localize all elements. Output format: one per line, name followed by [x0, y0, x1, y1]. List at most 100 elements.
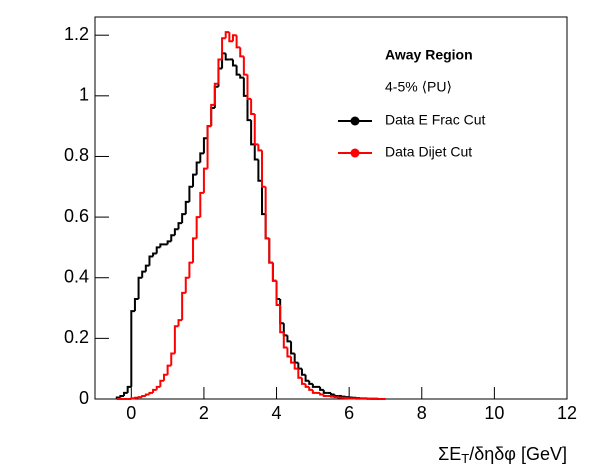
histogram-step	[224, 53, 230, 61]
histogram-step	[170, 352, 175, 366]
histogram-step	[286, 335, 292, 343]
histogram-step	[344, 396, 350, 399]
histogram-step	[253, 114, 259, 146]
histogram-step	[242, 77, 248, 97]
histogram-step	[199, 191, 204, 218]
histogram-step	[235, 35, 241, 49]
histogram-step	[228, 32, 233, 43]
y-tick-label: 0.8	[64, 145, 89, 165]
histogram-step	[286, 347, 292, 358]
y-tick-label: 1.2	[64, 24, 89, 44]
legend-subtitle: 4-5% ⟨PU⟩	[385, 79, 452, 95]
histogram-step	[213, 82, 219, 105]
histogram-step	[340, 395, 346, 398]
histogram-step	[261, 150, 266, 188]
histogram-step	[308, 386, 313, 391]
histogram-step	[261, 180, 266, 216]
histogram-step	[133, 396, 139, 399]
histogram-step	[202, 137, 208, 154]
histogram-step	[293, 362, 299, 370]
histogram-step	[330, 392, 335, 396]
histogram-step	[322, 394, 328, 397]
histogram-step	[271, 262, 277, 282]
x-tick-label: 0	[126, 403, 136, 423]
histogram-step	[148, 391, 154, 395]
histogram-step	[195, 216, 201, 239]
y-tick-label: 0.6	[64, 206, 89, 226]
histogram-step	[304, 383, 310, 388]
histogram-step	[123, 391, 128, 396]
y-tick-label: 0.2	[64, 327, 89, 347]
legend-marker	[350, 116, 360, 126]
histogram-step	[159, 379, 164, 387]
histogram-step	[235, 65, 241, 76]
histogram-step	[155, 246, 161, 254]
histogram-step	[192, 173, 197, 187]
histogram-step	[144, 393, 150, 396]
histogram-step	[304, 374, 310, 382]
histogram-step	[170, 234, 175, 242]
histogram-step	[206, 125, 212, 169]
histogram-step	[308, 380, 313, 385]
histogram-step	[297, 368, 302, 379]
histogram-step	[246, 95, 252, 122]
histogram-step	[184, 276, 190, 293]
x-tick-label: 6	[344, 403, 354, 423]
histogram-step	[141, 394, 146, 398]
histogram-step	[264, 186, 270, 240]
histogram-step	[239, 74, 244, 79]
y-tick-label: 0	[79, 388, 89, 408]
histogram-step	[275, 280, 281, 307]
legend-marker	[350, 148, 360, 158]
histogram-step	[231, 59, 237, 67]
x-tick-label: 10	[484, 403, 504, 423]
histogram-step	[137, 396, 143, 399]
histogram-step	[279, 305, 284, 334]
histogram-step	[290, 341, 295, 355]
x-axis-label: ΣET/δηδφ [GeV]	[438, 444, 567, 467]
x-tick-label: 4	[272, 403, 282, 423]
histogram-step	[141, 270, 146, 278]
x-tick-label: 8	[417, 403, 427, 423]
histogram-step	[133, 297, 139, 312]
histogram-step	[162, 373, 168, 381]
legend-label: Data Dijet Cut	[385, 144, 472, 160]
histogram-step	[319, 386, 324, 391]
histogram-step	[130, 397, 135, 400]
histogram-step	[217, 58, 223, 84]
histogram-step	[333, 396, 339, 399]
histogram-step	[181, 291, 186, 321]
histogram-step	[137, 276, 143, 299]
y-tick-label: 1	[79, 85, 89, 105]
histogram-step	[290, 356, 295, 364]
histogram-step	[311, 383, 317, 388]
x-tick-label: 12	[557, 403, 577, 423]
histogram-step	[257, 159, 263, 182]
histogram-step	[199, 152, 204, 163]
histogram-step	[319, 392, 324, 396]
histogram-step	[188, 185, 194, 202]
legend-title: Away Region	[385, 47, 473, 63]
histogram-step	[268, 238, 273, 264]
histogram-step	[257, 144, 263, 152]
histogram-step	[300, 377, 306, 385]
histogram-step	[253, 144, 259, 161]
histogram-step	[177, 319, 183, 327]
histogram-step	[192, 237, 197, 263]
histogram-step	[152, 388, 157, 393]
histogram-step	[184, 200, 190, 215]
histogram-step	[144, 264, 150, 272]
histogram-step	[188, 261, 194, 278]
histogram-step	[148, 255, 154, 266]
histogram-step	[210, 103, 215, 127]
frame	[94, 16, 568, 400]
histogram-step	[300, 368, 306, 376]
histogram-step	[202, 167, 208, 193]
histogram-step	[166, 364, 172, 375]
histogram-step	[330, 395, 335, 398]
histogram-step	[130, 310, 135, 387]
histogram-step	[224, 31, 230, 39]
histogram-step	[250, 98, 255, 116]
histogram-step	[181, 213, 186, 224]
